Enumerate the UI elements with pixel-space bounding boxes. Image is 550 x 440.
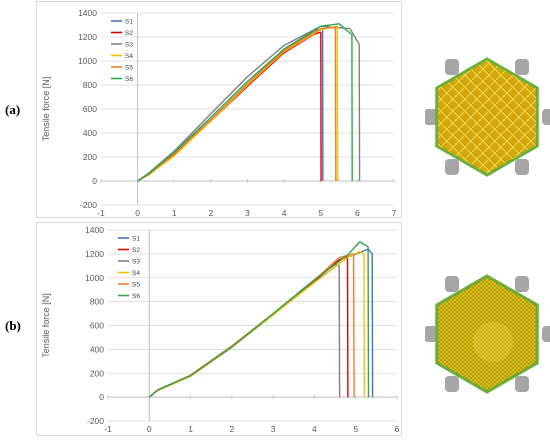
chart-a-legend-label-s6: S6 — [125, 76, 133, 83]
chart-b-legend-label-s1: S1 — [132, 235, 140, 242]
print-b-clamp — [445, 376, 459, 392]
chart-b-y-tick-label: 400 — [90, 344, 104, 354]
chart-b-x-tick-label: 4 — [312, 424, 317, 434]
chart-b-x-tick-label: 2 — [229, 424, 234, 434]
chart-a-x-tick-label: 6 — [355, 208, 360, 217]
chart-a-x-tick-label: -1 — [97, 208, 105, 217]
hexagonal-infill-image-b — [424, 274, 550, 394]
print-a-border — [435, 57, 539, 177]
chart-b-legend-label-s5: S5 — [132, 281, 140, 288]
chart-b-y-tick-label: 200 — [90, 368, 104, 378]
chart-b-y-tick-label: 600 — [90, 321, 104, 331]
chart-b-svg: -2000200400600800100012001400-10123456Di… — [41, 225, 400, 440]
print-a-clamp — [542, 109, 550, 125]
printed-specimen-b — [424, 262, 550, 407]
print-b-border — [435, 274, 539, 394]
hexagonal-infill-image-a — [424, 57, 550, 177]
print-b-clamp — [445, 276, 459, 292]
print-b-clamp — [515, 276, 529, 292]
chart-b-y-tick-label: 800 — [90, 297, 104, 307]
chart-a-y-tick-label: 200 — [83, 152, 97, 162]
chart-a-y-tick-label: 0 — [92, 176, 97, 186]
print-b-clamp — [542, 326, 550, 342]
chart-b-legend-label-s3: S3 — [132, 258, 140, 265]
print-a-clamp — [515, 159, 529, 175]
chart-a-x-tick-label: 2 — [209, 208, 214, 217]
print-a-clamp — [515, 59, 529, 75]
chart-a-x-tick-label: 7 — [392, 208, 397, 217]
chart-a-y-axis-title: Tensile force [N] — [41, 77, 51, 142]
chart-a-y-tick-label: 1200 — [78, 32, 97, 42]
chart-a-y-tick-label: 600 — [83, 104, 97, 114]
chart-b-y-tick-label: 1000 — [85, 273, 104, 283]
chart-b-x-tick-label: -1 — [104, 424, 112, 434]
chart-b-x-tick-label: 6 — [395, 424, 400, 434]
chart-a-x-tick-label: 0 — [135, 208, 140, 217]
chart-a-y-tick-label: -200 — [80, 200, 97, 210]
chart-b-series-s6 — [148, 241, 370, 398]
chart-b-x-tick-label: 5 — [353, 424, 358, 434]
chart-b-y-tick-label: -200 — [87, 416, 104, 426]
chart-a-x-tick-label: 3 — [245, 208, 250, 217]
chart-a: -2000200400600800100012001400-101234567D… — [36, 1, 402, 230]
print-b-clamp — [515, 376, 529, 392]
panel-label-a: (a) — [5, 102, 21, 117]
chart-b-legend-label-s2: S2 — [132, 247, 140, 254]
chart-b-y-tick-label: 1400 — [85, 225, 104, 235]
print-a-clamp — [445, 159, 459, 175]
chart-a-legend-label-s5: S5 — [125, 64, 133, 71]
chart-a-y-tick-label: 800 — [83, 80, 97, 90]
print-b-infill-pattern — [436, 276, 538, 392]
chart-a-legend-label-s2: S2 — [125, 30, 133, 37]
chart-b: -2000200400600800100012001400-10123456Di… — [36, 222, 402, 440]
chart-a-y-tick-label: 400 — [83, 128, 97, 138]
panel-label-b: (b) — [5, 318, 21, 333]
chart-b-legend-label-s6: S6 — [132, 293, 140, 300]
print-a-clamp — [424, 109, 438, 125]
chart-a-legend-label-s1: S1 — [125, 18, 133, 25]
chart-b-y-axis-title: Tensile force [N] — [41, 293, 51, 358]
chart-b-series-s4 — [148, 250, 366, 398]
chart-a-svg: -2000200400600800100012001400-101234567D… — [41, 8, 397, 230]
chart-a-x-tick-label: 4 — [282, 208, 287, 217]
print-b-clamp — [424, 326, 438, 342]
chart-a-series-s6 — [137, 23, 353, 182]
chart-a-legend-label-s3: S3 — [125, 41, 133, 48]
chart-b-y-tick-label: 1200 — [85, 249, 104, 259]
chart-b-legend-label-s4: S4 — [132, 270, 140, 277]
chart-a-x-tick-label: 5 — [318, 208, 323, 217]
chart-a-y-tick-label: 1000 — [78, 56, 97, 66]
chart-b-x-tick-label: 0 — [147, 424, 152, 434]
chart-b-x-tick-label: 1 — [188, 424, 193, 434]
chart-a-x-tick-label: 1 — [172, 208, 177, 217]
chart-b-y-tick-label: 0 — [99, 392, 104, 402]
print-a-clamp — [445, 59, 459, 75]
chart-b-x-tick-label: 3 — [271, 424, 276, 434]
printed-specimen-a — [424, 45, 550, 190]
chart-a-legend-label-s4: S4 — [125, 53, 133, 60]
chart-a-y-tick-label: 1400 — [78, 8, 97, 18]
